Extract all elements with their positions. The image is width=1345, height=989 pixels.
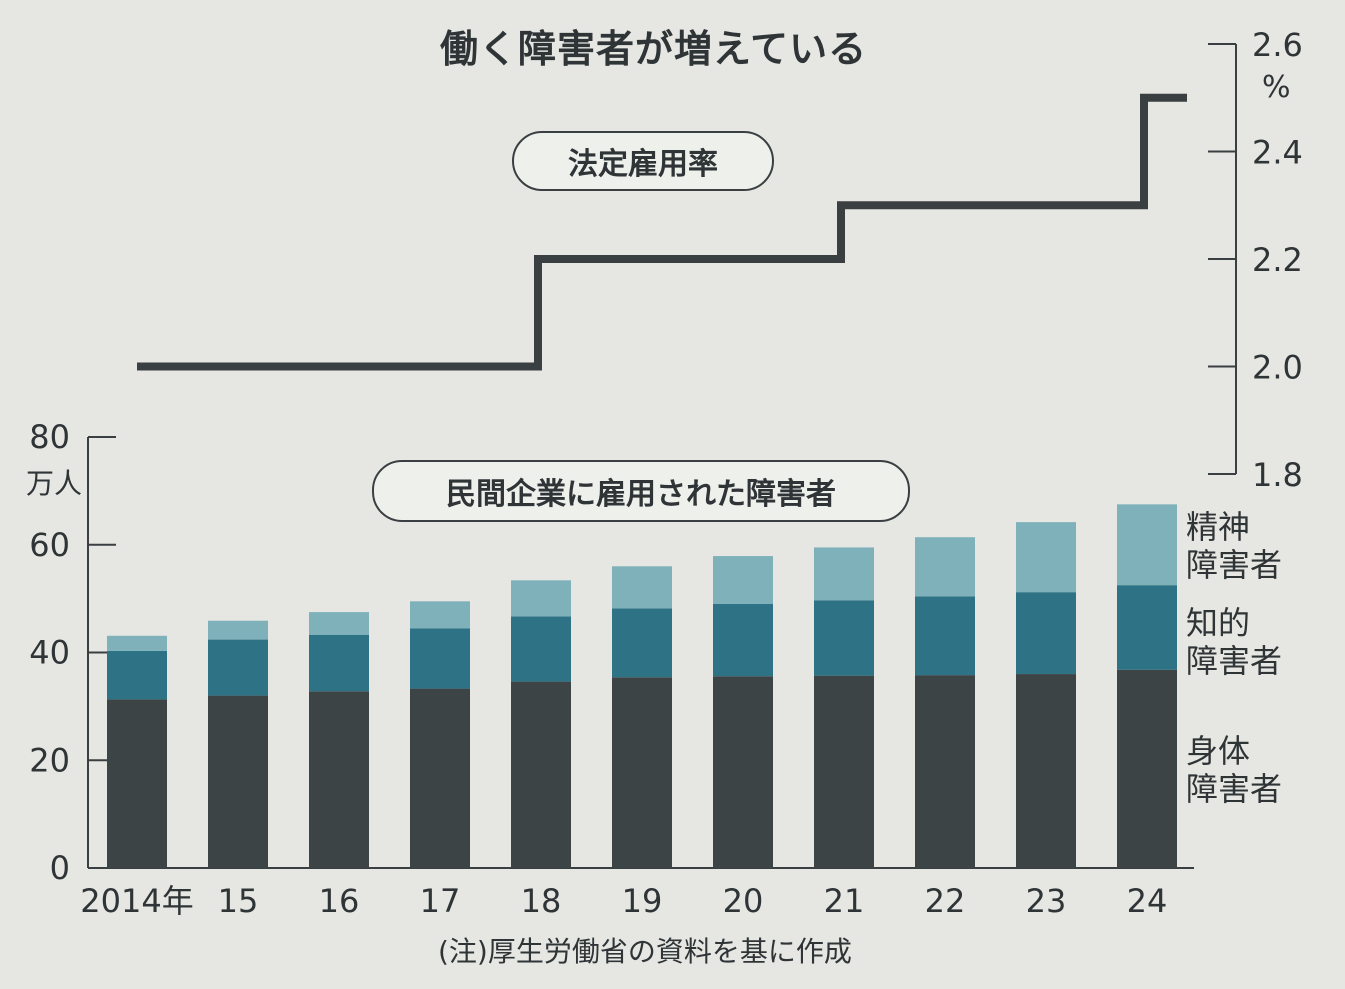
rate-step-path bbox=[137, 93, 1187, 371]
rate-series-label: 法定雇用率 bbox=[512, 131, 774, 191]
chart-title: 働く障害者が増えている bbox=[440, 27, 868, 71]
x-tick-label: 19 bbox=[622, 882, 663, 920]
bar-segment bbox=[309, 634, 369, 692]
bar-segment bbox=[612, 608, 672, 678]
bar-segment bbox=[511, 616, 571, 682]
bar-segment bbox=[1117, 585, 1177, 670]
bar-y-tick-label: 80 bbox=[29, 418, 70, 456]
bar-segment bbox=[107, 650, 167, 700]
bar-segment bbox=[410, 628, 470, 689]
x-tick-label: 17 bbox=[420, 882, 461, 920]
bar-segment bbox=[915, 675, 975, 868]
source-note: (注)厚生労働省の資料を基に作成 bbox=[438, 935, 852, 968]
x-tick-label: 15 bbox=[218, 882, 259, 920]
bar-segment bbox=[107, 635, 167, 651]
bar-segment bbox=[511, 580, 571, 617]
x-tick-label: 20 bbox=[723, 882, 764, 920]
rate-y-tick-label: 2.6 bbox=[1252, 26, 1303, 64]
bar-segment bbox=[814, 600, 874, 676]
bar-y-tick-label: 0 bbox=[50, 849, 70, 887]
bar-segment bbox=[915, 537, 975, 597]
bar-segment bbox=[814, 675, 874, 868]
legend-label-shintai: 身体 障害者 bbox=[1186, 732, 1283, 808]
rate-step-line bbox=[137, 93, 1187, 371]
x-axis-tick-labels: 2014年 15 16 17 18 19 20 21 22 23 24 bbox=[80, 882, 1167, 920]
x-tick-label: 24 bbox=[1127, 882, 1168, 920]
bar-segment bbox=[612, 677, 672, 868]
x-tick-label: 18 bbox=[521, 882, 562, 920]
bar-segment bbox=[1016, 592, 1076, 675]
x-tick-label: 16 bbox=[319, 882, 360, 920]
bar-y-tick-label: 60 bbox=[29, 526, 70, 564]
bar-axis-unit: 万人 bbox=[26, 467, 83, 500]
stacked-bars bbox=[107, 504, 1177, 868]
x-tick-label: 23 bbox=[1026, 882, 1067, 920]
bar-y-tick-label: 40 bbox=[29, 634, 70, 672]
legend-label-seishin: 精神 障害者 bbox=[1186, 508, 1283, 584]
bar-segment bbox=[511, 681, 571, 868]
bar-segment bbox=[1016, 674, 1076, 868]
rate-y-tick-label: 2.0 bbox=[1252, 349, 1303, 387]
bar-y-tick-label: 20 bbox=[29, 741, 70, 779]
bar-y-axis: 0 20 40 60 80 bbox=[29, 418, 1194, 887]
bar-segment bbox=[915, 596, 975, 676]
bar-segment bbox=[107, 699, 167, 868]
bar-segment bbox=[1016, 522, 1076, 593]
x-tick-label: 21 bbox=[824, 882, 865, 920]
bar-segment bbox=[814, 547, 874, 601]
bar-segment bbox=[713, 676, 773, 868]
bar-segment bbox=[1117, 504, 1177, 586]
bar-segment bbox=[410, 688, 470, 868]
bar-segment bbox=[713, 556, 773, 605]
rate-y-tick-label: 2.2 bbox=[1252, 241, 1303, 279]
legend-label-chiteki: 知的 障害者 bbox=[1186, 604, 1283, 680]
rate-y-tick-label: 2.4 bbox=[1252, 134, 1303, 172]
bar-segment bbox=[713, 604, 773, 677]
x-tick-label: 22 bbox=[925, 882, 966, 920]
bar-segment bbox=[208, 695, 268, 868]
rate-y-tick-label: 1.8 bbox=[1252, 456, 1303, 494]
rate-y-axis: 1.8 2.0 2.2 2.4 2.6 bbox=[1208, 26, 1303, 494]
bars-series-label: 民間企業に雇用された障害者 bbox=[372, 460, 910, 522]
bar-segment bbox=[208, 639, 268, 696]
bar-segment bbox=[410, 601, 470, 629]
x-tick-label: 2014年 bbox=[80, 882, 193, 920]
rate-axis-unit: % bbox=[1262, 70, 1291, 105]
bar-segment bbox=[309, 612, 369, 635]
bar-segment bbox=[208, 620, 268, 640]
bar-segment bbox=[1117, 669, 1177, 868]
bar-segment bbox=[309, 691, 369, 868]
bar-segment bbox=[612, 566, 672, 609]
